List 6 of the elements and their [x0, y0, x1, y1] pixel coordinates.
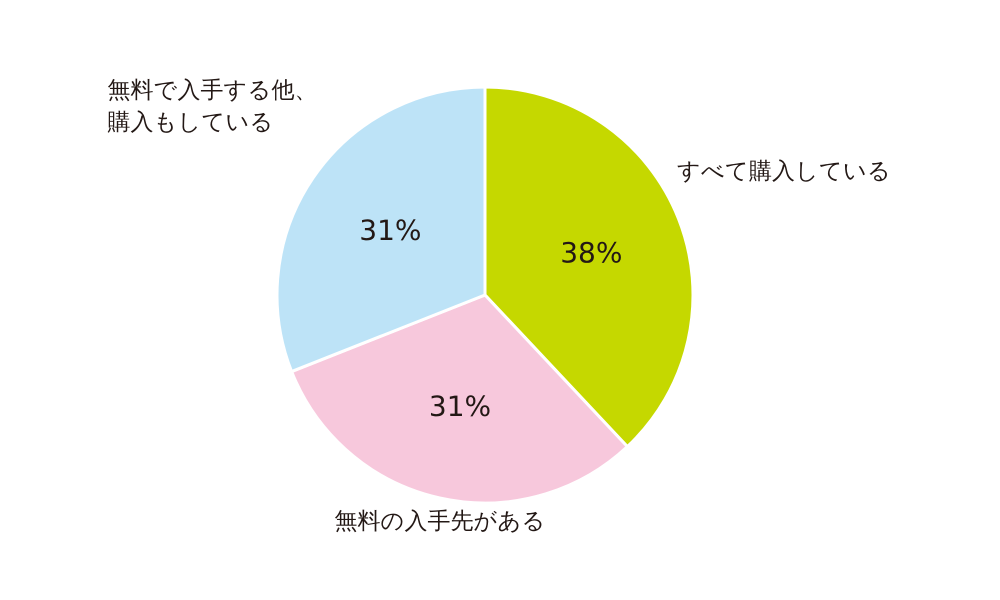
data-label: 31%: [359, 214, 422, 248]
slice-label: 無料の入手先がある: [334, 508, 546, 535]
data-label: 38%: [560, 236, 622, 270]
data-label: 31%: [428, 390, 492, 424]
slice-label: 無料で入手する他、購入もしている: [107, 77, 318, 136]
slice-label: すべて購入している: [676, 158, 891, 185]
